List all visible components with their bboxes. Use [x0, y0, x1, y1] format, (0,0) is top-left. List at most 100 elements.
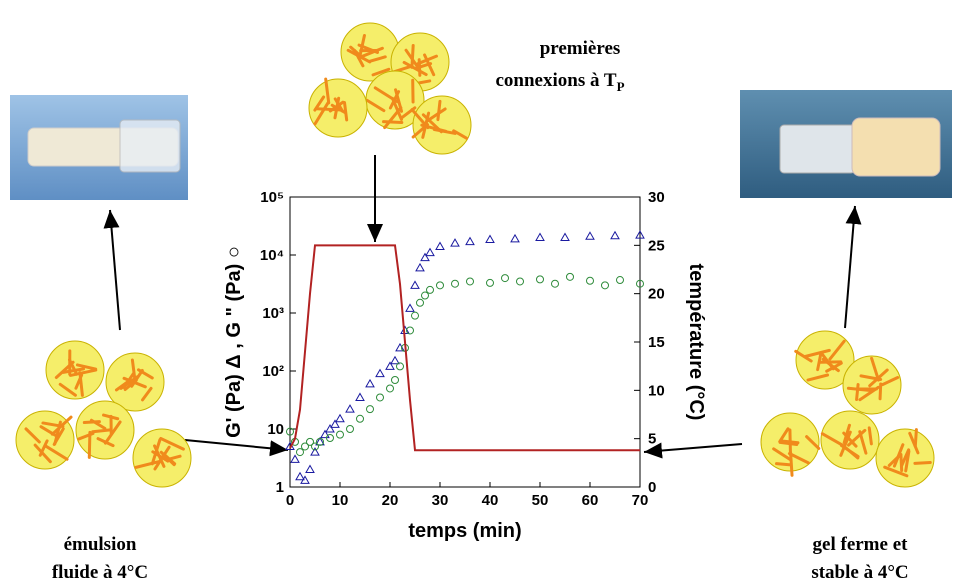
g-second-point	[296, 448, 304, 457]
g-second-point	[391, 375, 399, 384]
fiber	[368, 55, 387, 63]
fiber	[313, 100, 330, 126]
fiber	[425, 107, 447, 123]
fiber	[410, 43, 415, 69]
y2-tick-label: 25	[648, 237, 665, 254]
fiber	[52, 427, 65, 446]
g-prime-point	[410, 280, 420, 289]
y-axis-label: G' (Pa) Δ , G " (Pa) ○	[223, 246, 245, 438]
x-tick-label: 70	[632, 492, 649, 509]
particle	[412, 95, 472, 155]
fiber	[870, 356, 880, 382]
fiber	[357, 46, 384, 60]
annotation-top: premières	[540, 38, 621, 59]
fiber	[382, 120, 404, 124]
fiber	[82, 420, 101, 424]
fiber	[846, 386, 874, 393]
photo-left	[10, 95, 188, 200]
fiber	[778, 440, 799, 446]
fiber	[141, 386, 153, 402]
fiber	[804, 348, 831, 358]
g-prime-point	[355, 392, 365, 401]
g-prime-point	[450, 238, 460, 247]
fiber	[343, 101, 349, 122]
g-prime-point	[295, 471, 305, 481]
y2-tick-label: 5	[648, 431, 656, 448]
g-prime-point	[290, 454, 300, 463]
g-second-point	[566, 272, 574, 281]
g-prime-point	[375, 368, 385, 378]
fiber	[858, 385, 880, 402]
x-tick-label: 60	[582, 492, 599, 509]
fiber	[122, 372, 135, 389]
y2-tick-label: 30	[648, 189, 665, 206]
annotation-subscript: P	[617, 79, 625, 94]
fiber	[816, 351, 823, 372]
fiber	[908, 431, 920, 455]
y2-tick-label: 20	[648, 286, 665, 303]
g-second-point	[406, 326, 414, 335]
g-second-point	[616, 276, 624, 285]
fiber	[102, 413, 120, 421]
g-prime-point	[310, 447, 320, 456]
fiber	[24, 427, 41, 444]
fiber	[75, 363, 98, 371]
g-second-point	[421, 291, 429, 300]
y2-axis-label: température (°C)	[685, 264, 707, 421]
temperature-line	[289, 244, 640, 452]
g-second-point	[586, 276, 594, 285]
particle	[15, 410, 75, 470]
fiber	[794, 349, 813, 363]
fiber	[96, 437, 115, 448]
g-second-point	[536, 275, 544, 284]
fiber	[87, 430, 92, 459]
fiber	[153, 445, 171, 471]
fiber	[806, 373, 830, 382]
annotation-left: émulsion	[64, 534, 137, 555]
x-tick-label: 10	[332, 492, 349, 509]
fiber	[787, 452, 810, 465]
fiber	[423, 53, 436, 77]
g-second-point	[366, 405, 374, 414]
g-prime-point	[415, 262, 425, 272]
y-tick-label: 10⁴	[260, 247, 284, 264]
g-second-point	[436, 281, 444, 290]
g-prime-point	[335, 413, 345, 423]
g-prime-point	[465, 236, 475, 246]
fiber	[159, 436, 185, 451]
fiber	[899, 452, 904, 472]
fiber	[883, 465, 909, 478]
annotation-right: gel ferme et	[813, 534, 909, 555]
g-second-point	[311, 442, 319, 451]
fiber	[828, 339, 846, 361]
g-second-point	[356, 414, 364, 423]
g-second-point	[516, 277, 524, 286]
fiber	[839, 430, 852, 457]
fiber	[904, 449, 911, 473]
g-prime-point	[325, 423, 335, 433]
g-prime-point	[610, 230, 620, 240]
fiber	[887, 452, 903, 467]
fiber	[391, 96, 403, 121]
fiber	[452, 129, 469, 140]
fiber	[41, 421, 65, 428]
g-prime-point	[425, 247, 435, 257]
fiber	[842, 423, 851, 445]
fiber	[394, 88, 404, 113]
g-prime-point	[315, 436, 325, 446]
g-prime-point	[560, 232, 570, 242]
g-second-point	[286, 427, 294, 436]
fiber	[868, 368, 889, 388]
fiber	[855, 383, 860, 401]
annotation-right: stable à 4°C	[811, 562, 908, 583]
g-second-point	[636, 279, 644, 288]
fiber	[68, 358, 79, 376]
fiber	[772, 447, 792, 461]
fiber	[416, 54, 438, 66]
g-prime-point	[300, 475, 310, 484]
g-prime-point	[385, 361, 395, 370]
fiber	[365, 98, 386, 113]
particle-clusters	[15, 22, 935, 488]
fiber	[78, 371, 84, 397]
